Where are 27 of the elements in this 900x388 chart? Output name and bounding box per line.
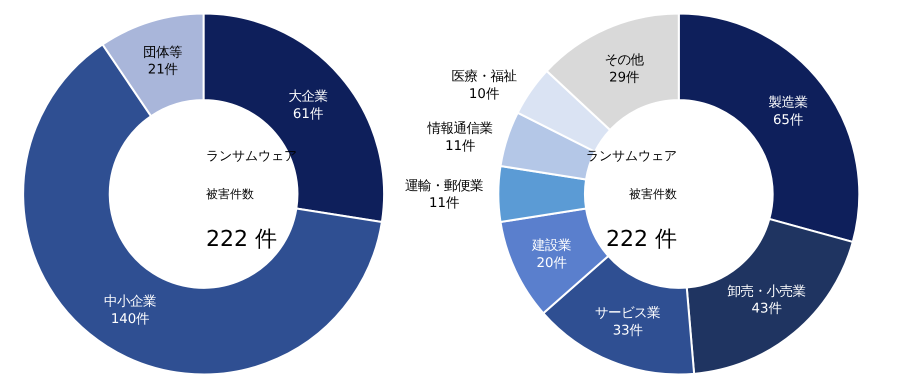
data-label: 10件 xyxy=(468,86,499,102)
slice-label: 建設業 xyxy=(531,238,572,254)
text: 222 件 xyxy=(206,227,277,252)
slice-label: 大企業 xyxy=(288,90,328,105)
slice-label: 製造業 xyxy=(768,96,808,111)
text: 被害件数 xyxy=(629,187,677,201)
slice-label: 団体等 xyxy=(143,45,182,60)
text: ランサムウェア xyxy=(586,149,677,164)
data-label: 20件 xyxy=(536,256,566,272)
slice-label: 卸売・小売業 xyxy=(727,284,806,300)
data-label: 11件 xyxy=(428,196,459,212)
slice-label: 医療・福祉 xyxy=(451,69,516,84)
slice-label: 中小企業 xyxy=(104,294,156,310)
slice-label: サービス業 xyxy=(595,306,660,322)
data-label: 21件 xyxy=(148,62,178,78)
data-label: 140件 xyxy=(110,312,150,327)
text: 被害件数 xyxy=(206,187,254,201)
data-label: 61件 xyxy=(292,106,323,122)
slice-label: 情報通信業 xyxy=(426,122,493,137)
data-label: 11件 xyxy=(445,139,476,154)
data-label: 29件 xyxy=(609,70,640,86)
data-label: 65件 xyxy=(772,112,803,128)
slice-label: その他 xyxy=(604,53,644,68)
data-label: 43件 xyxy=(751,302,782,317)
slice-label: 運輸・郵便業 xyxy=(404,178,483,194)
data-label: 33件 xyxy=(612,323,643,338)
text: 222 件 xyxy=(606,227,677,252)
